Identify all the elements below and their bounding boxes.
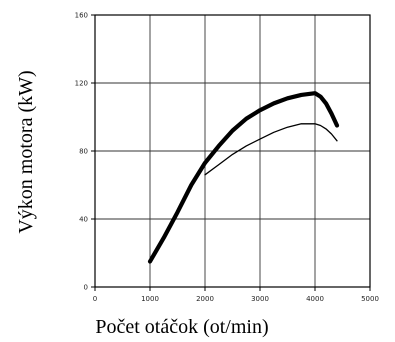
- y-tick-label: 40: [79, 216, 88, 224]
- y-axis-title: Výkon motora (kW): [15, 70, 37, 233]
- x-tick-label: 1000: [141, 295, 159, 303]
- x-tick-label: 5000: [361, 295, 379, 303]
- x-axis-title: Počet otáčok (ot/min): [95, 316, 268, 338]
- ticks-layer: 0 40 80 120 160 0 1000 2000 3000 4000 5000: [75, 12, 379, 304]
- y-tick-label: 0: [84, 284, 88, 292]
- x-tick-label: 2000: [196, 295, 214, 303]
- y-tick-label: 120: [75, 80, 88, 88]
- series-line-thin: [204, 123, 338, 176]
- y-tick-label: 160: [75, 12, 88, 20]
- x-tick-label: 0: [93, 295, 97, 303]
- series-layer: [147, 91, 340, 264]
- x-tick-label: 3000: [251, 295, 269, 303]
- y-tick-label: 80: [79, 148, 88, 156]
- grid-layer: [95, 15, 370, 287]
- x-tick-label: 4000: [306, 295, 324, 303]
- series-line-thick: [147, 91, 340, 264]
